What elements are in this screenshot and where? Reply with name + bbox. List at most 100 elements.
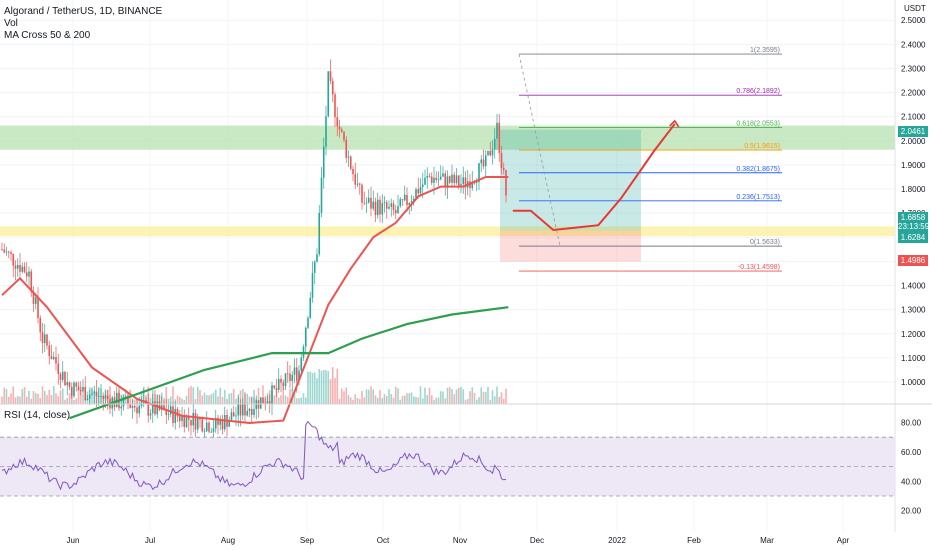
volume-bar bbox=[79, 386, 82, 404]
candle-body bbox=[403, 194, 406, 201]
volume-bar bbox=[498, 396, 501, 404]
candle-body bbox=[336, 117, 339, 127]
symbol-title[interactable]: Algorand / TetherUS, 1D, BINANCE bbox=[4, 6, 163, 17]
volume-bar bbox=[466, 398, 469, 404]
price-currency-label: USDT bbox=[904, 4, 926, 13]
candle-body bbox=[102, 396, 105, 399]
time-tick-label: Sep bbox=[300, 536, 315, 545]
volume-bar bbox=[7, 396, 10, 404]
volume-bar bbox=[345, 387, 348, 404]
candle-body bbox=[203, 431, 206, 432]
candle-body bbox=[444, 173, 447, 188]
ma-cross-indicator-label[interactable]: MA Cross 50 & 200 bbox=[4, 30, 91, 41]
candle-body bbox=[244, 403, 246, 416]
volume-bar bbox=[502, 398, 505, 404]
volume-bar bbox=[133, 399, 136, 404]
volume-bar bbox=[208, 395, 210, 404]
volume-bar bbox=[428, 387, 431, 404]
volume-bar bbox=[246, 393, 249, 404]
candle-body bbox=[370, 197, 372, 209]
candle-body bbox=[410, 201, 413, 203]
candle-body bbox=[300, 357, 303, 371]
candle-body bbox=[129, 404, 132, 408]
volume-bar bbox=[320, 370, 323, 404]
candle-body bbox=[334, 94, 336, 118]
volume-bar bbox=[338, 398, 341, 404]
projection-arrowhead bbox=[669, 119, 680, 128]
volume-bar bbox=[340, 388, 343, 404]
volume-bar bbox=[232, 388, 235, 404]
volume-bar bbox=[61, 388, 64, 404]
time-tick-label: Dec bbox=[530, 536, 544, 545]
candle-body bbox=[205, 422, 208, 432]
candle-body bbox=[232, 412, 235, 417]
candle-body bbox=[293, 367, 296, 375]
candle-body bbox=[172, 406, 174, 424]
fib-level-label: 0.382(1.8675) bbox=[736, 166, 780, 173]
volume-bar bbox=[239, 390, 242, 404]
volume-bar bbox=[480, 387, 483, 404]
candle-body bbox=[165, 409, 168, 416]
price-tick-label: 2.3000 bbox=[901, 64, 926, 73]
candle-body bbox=[496, 122, 498, 139]
candle-body bbox=[388, 206, 390, 209]
candle-body bbox=[246, 410, 249, 416]
volume-bar bbox=[464, 399, 467, 404]
last-price-badge: 1.6858 23:13:59 bbox=[898, 212, 929, 234]
price-tick-label: 2.5000 bbox=[901, 16, 926, 25]
candle-body bbox=[491, 149, 494, 156]
volume-bar bbox=[257, 387, 260, 404]
volume-indicator-label[interactable]: Vol bbox=[4, 18, 18, 29]
candle-body bbox=[48, 345, 51, 357]
candle-body bbox=[363, 202, 366, 204]
volume-bar bbox=[46, 394, 48, 404]
volume-bar bbox=[304, 397, 307, 404]
volume-bar bbox=[50, 394, 53, 404]
volume-bar bbox=[352, 399, 354, 404]
zone-top-price-badge: 2.0461 bbox=[898, 126, 928, 137]
volume-bar bbox=[336, 368, 339, 404]
candle-body bbox=[428, 175, 431, 177]
candle-body bbox=[424, 177, 426, 185]
volume-bar bbox=[471, 387, 474, 404]
volume-bar bbox=[469, 391, 471, 404]
candle-body bbox=[453, 174, 456, 184]
time-tick-label: Jun bbox=[67, 536, 80, 545]
volume-bar bbox=[448, 387, 451, 404]
candle-body bbox=[93, 391, 96, 394]
volume-bar bbox=[219, 387, 222, 404]
fib-trend-line bbox=[518, 54, 561, 247]
volume-bar bbox=[451, 388, 453, 404]
candle-body bbox=[320, 177, 323, 213]
volume-bar bbox=[203, 392, 206, 404]
volume-bar bbox=[412, 396, 415, 404]
volume-bar bbox=[318, 368, 321, 404]
volume-bar bbox=[343, 391, 345, 404]
candle-body bbox=[493, 138, 496, 150]
price-tick-label: 1.9000 bbox=[901, 161, 926, 170]
candle-body bbox=[417, 189, 420, 194]
volume-bar bbox=[284, 395, 287, 404]
candle-body bbox=[280, 378, 282, 383]
volume-bar bbox=[280, 395, 282, 404]
volume-bar bbox=[43, 391, 46, 404]
candle-body bbox=[381, 203, 384, 215]
candle-body bbox=[88, 394, 91, 399]
candle-body bbox=[374, 201, 377, 216]
volume-bar bbox=[52, 386, 55, 404]
time-tick-label: Feb bbox=[687, 536, 701, 545]
candle-body bbox=[124, 396, 127, 397]
rsi-indicator-label[interactable]: RSI (14, close) bbox=[4, 410, 71, 421]
candle-body bbox=[223, 414, 226, 430]
candle-body bbox=[5, 251, 8, 253]
price-tick-label: 1.8000 bbox=[901, 185, 926, 194]
volume-bar bbox=[430, 395, 433, 404]
candle-body bbox=[210, 431, 213, 433]
candle-body bbox=[32, 291, 35, 304]
volume-bar bbox=[37, 393, 39, 404]
volume-bar bbox=[446, 387, 449, 404]
volume-bar bbox=[403, 395, 406, 404]
volume-bar bbox=[185, 395, 188, 404]
fib-level-label: 0.5(1.9615) bbox=[744, 143, 780, 150]
